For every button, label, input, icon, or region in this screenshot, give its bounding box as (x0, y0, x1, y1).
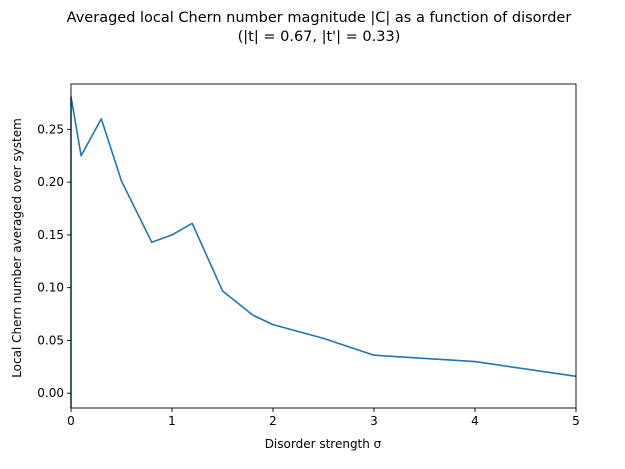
x-tick-label-2: 2 (269, 414, 277, 428)
x-axis-label: Disorder strength σ (265, 437, 382, 451)
plot-frame (70, 83, 577, 409)
plot-area: 0 1 2 3 4 5 0.00 0.05 0.10 0.15 0.20 0.25 (37, 83, 580, 428)
x-tick-label-3: 3 (370, 414, 378, 428)
x-tick-label-4: 4 (471, 414, 479, 428)
series-line-0 (70, 95, 577, 408)
x-tick-label-1: 1 (168, 414, 176, 428)
y-tick-label-2: 0.10 (37, 281, 64, 295)
y-tick-label-4: 0.20 (37, 175, 64, 189)
x-tick-label-5: 5 (572, 414, 580, 428)
y-tick-label-0: 0.00 (37, 386, 64, 400)
y-tick-label-1: 0.05 (37, 333, 64, 347)
y-axis-label: Local Chern number averaged over system (10, 118, 24, 378)
x-tick-label-0: 0 (67, 414, 75, 428)
chart-title: Averaged local Chern number magnitude |C… (67, 10, 572, 26)
y-tick-label-5: 0.25 (37, 122, 64, 136)
chart-subtitle: (|t| = 0.67, |t'| = 0.33) (238, 29, 401, 45)
y-tick-label-3: 0.15 (37, 228, 64, 242)
